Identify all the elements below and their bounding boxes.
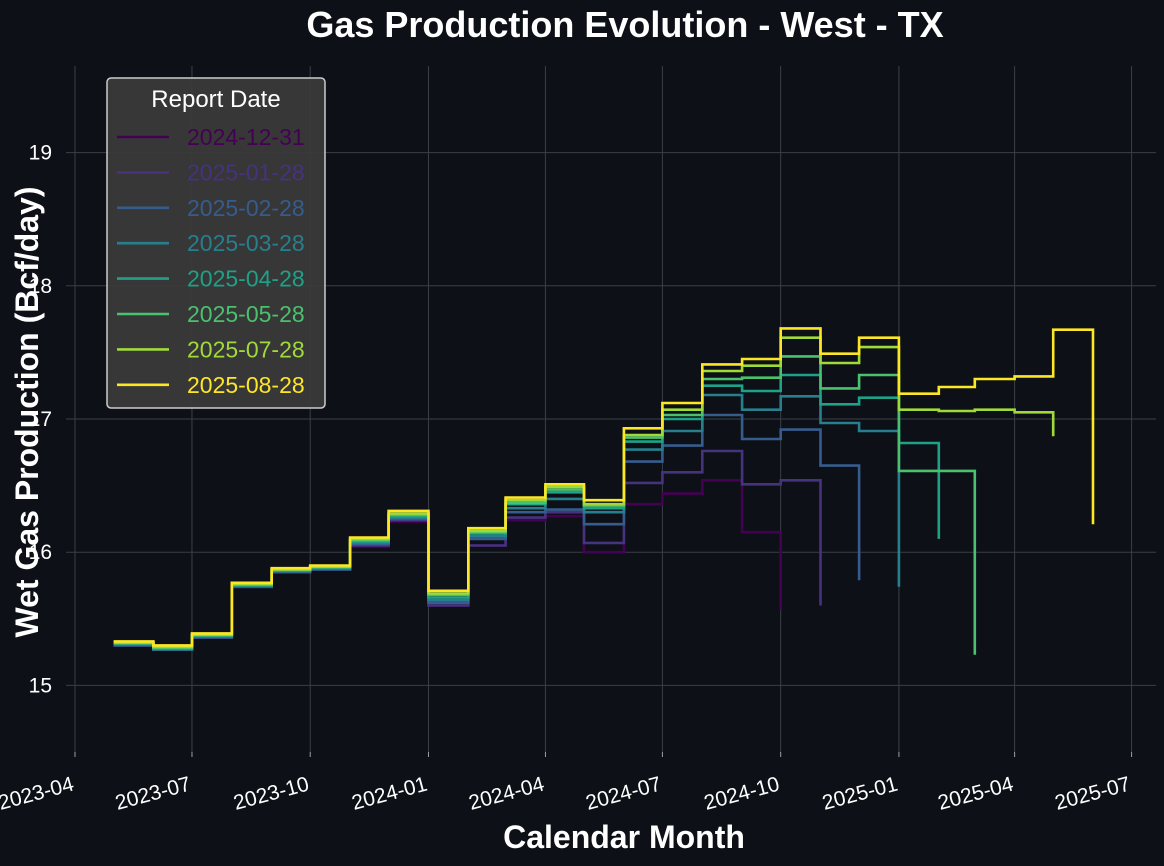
legend-label: 2025-07-28	[187, 336, 305, 362]
y-axis-ticks: 15 16 17 18 19	[29, 142, 52, 698]
legend-label: 2025-03-28	[187, 230, 305, 256]
y-tick-label: 17	[29, 408, 52, 431]
legend-label: 2025-05-28	[187, 301, 305, 327]
y-tick-label: 15	[29, 674, 52, 697]
y-tick-label: 19	[29, 142, 52, 165]
x-axis-label: Calendar Month	[503, 819, 745, 855]
legend-label: 2025-02-28	[187, 195, 305, 221]
y-tick-label: 18	[29, 275, 52, 298]
legend-label: 2025-08-28	[187, 372, 305, 398]
legend-box	[106, 77, 326, 409]
y-tick-label: 16	[29, 541, 52, 564]
y-axis-label: Wet Gas Production (Bcf/day)	[9, 186, 45, 637]
legend-label: 2024-12-31	[187, 124, 305, 150]
legend: Report Date 2024-12-31 2025-01-28 2025-02-…	[106, 77, 326, 409]
series-line-2025-08-28	[113, 327, 1095, 647]
legend-label: 2025-01-28	[187, 159, 305, 185]
legend-items: 2024-12-31 2025-01-28 2025-02-28 2025-03-28…	[117, 124, 305, 398]
series-layer	[113, 327, 1095, 655]
legend-label: 2025-04-28	[187, 266, 305, 292]
legend-title: Report Date	[151, 86, 280, 113]
chart-title: Gas Production Evolution - West - TX	[306, 4, 943, 45]
